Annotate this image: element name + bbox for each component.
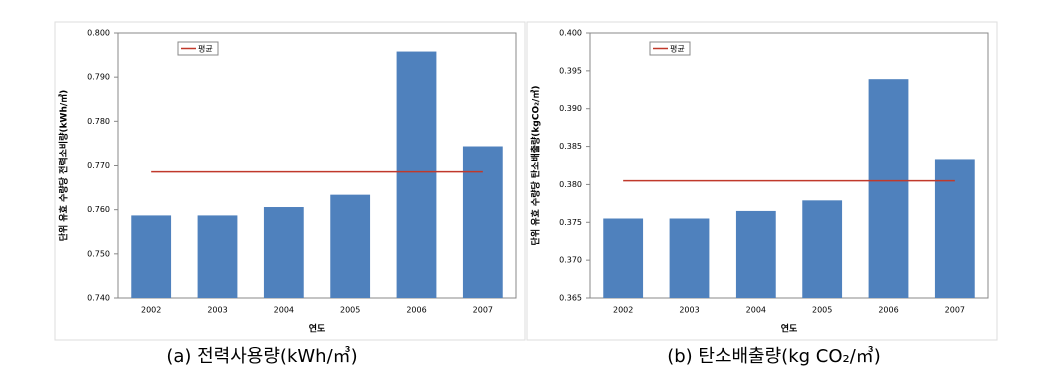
y-axis-title: 단위 유효 수량당 전력소비량(kWh/㎥) (58, 90, 70, 242)
y-tick-label: 0.370 (559, 256, 582, 265)
x-tick-label: 2005 (340, 306, 360, 315)
x-tick-label: 2004 (746, 306, 766, 315)
bar (868, 79, 909, 298)
x-tick-label: 2004 (274, 306, 294, 315)
x-tick-label: 2005 (812, 306, 832, 315)
bar (131, 215, 172, 298)
y-tick-label: 0.740 (87, 294, 110, 303)
x-tick-label: 2007 (945, 306, 965, 315)
plot-area (589, 32, 989, 299)
chart-frame (526, 21, 998, 341)
chart-frame (54, 21, 526, 341)
x-tick-label: 2002 (613, 306, 633, 315)
y-tick-label: 0.780 (87, 117, 110, 126)
y-tick-label: 0.375 (559, 218, 582, 227)
bar (802, 200, 843, 298)
caption: (a) 전력사용량(kWh/㎥) (166, 346, 357, 367)
x-tick-label: 2003 (207, 306, 227, 315)
y-tick-label: 0.800 (87, 29, 110, 38)
bar (669, 218, 710, 298)
y-tick-label: 0.385 (559, 142, 582, 151)
y-tick-label: 0.390 (559, 104, 582, 113)
x-tick-label: 2002 (141, 306, 161, 315)
legend-box (177, 41, 219, 56)
x-tick-label: 2003 (679, 306, 699, 315)
legend-label: 평균 (670, 44, 685, 54)
y-tick-label: 0.395 (559, 66, 582, 75)
bar (263, 207, 304, 298)
x-axis-title: 연도 (781, 324, 798, 335)
bar (462, 146, 503, 298)
y-tick-label: 0.365 (559, 294, 582, 303)
y-tick-label: 0.400 (559, 29, 582, 38)
y-tick-label: 0.790 (87, 73, 110, 82)
bar (934, 159, 975, 298)
y-tick-label: 0.770 (87, 161, 110, 170)
y-tick-label: 0.750 (87, 249, 110, 258)
bar (735, 210, 776, 298)
bar (396, 51, 437, 298)
legend-label: 평균 (198, 44, 213, 54)
x-tick-label: 2007 (473, 306, 493, 315)
y-tick-label: 0.760 (87, 205, 110, 214)
y-axis-title: 단위 유효 수량당 탄소배출량(kgCO₂/㎥) (530, 86, 542, 246)
caption: (b) 탄소배출량(kg CO₂/㎥) (667, 346, 881, 367)
x-tick-label: 2006 (406, 306, 426, 315)
x-tick-label: 2006 (878, 306, 898, 315)
y-tick-label: 0.380 (559, 180, 582, 189)
legend-box (649, 41, 691, 56)
bar (603, 218, 644, 298)
x-axis-title: 연도 (309, 324, 326, 335)
plot-area (117, 32, 517, 299)
bar (330, 194, 371, 298)
bar (197, 215, 238, 298)
